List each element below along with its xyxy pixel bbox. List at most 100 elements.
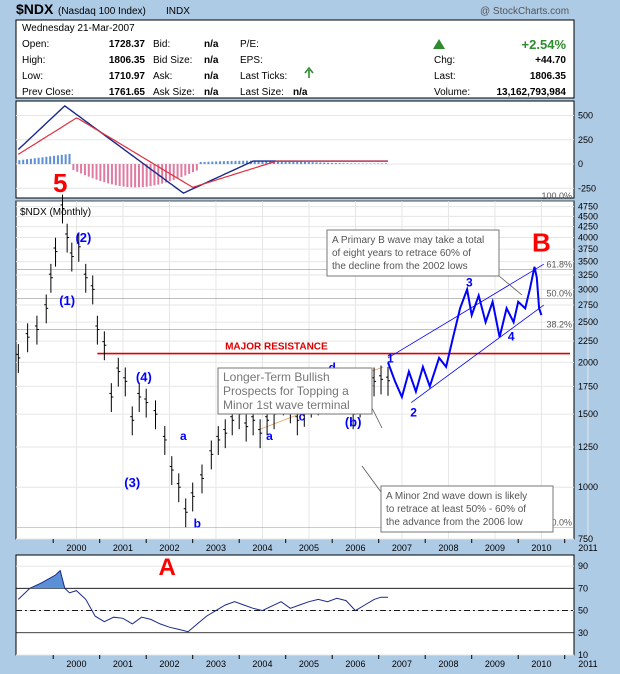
low-value: 1710.97 [109,71,146,82]
macd-ytick-label: 500 [578,111,593,121]
macd-histogram-bar [60,154,63,165]
fib-level-label: 61.8% [546,259,572,269]
xtick-label: 2004 [252,543,272,553]
macd-histogram-bar [354,163,357,165]
price-ytick-label: 2250 [578,336,598,346]
macd-histogram-bar [346,163,349,165]
macd-histogram-bar [76,164,79,172]
last-size-label: Last Size: [240,87,284,98]
macd-histogram-bar [107,164,110,184]
macd-histogram-bar [276,160,279,165]
annotation-text: Minor 1st wave terminal [223,398,350,412]
macd-histogram-bar [280,161,283,165]
macd-histogram-bar [153,164,156,186]
rsi-ytick-label: 10 [578,650,588,660]
macd-histogram-bar [87,164,90,177]
macd-histogram-bar [145,164,148,187]
price-ytick-label: 1000 [578,482,598,492]
wave-label: a [180,429,187,443]
macd-histogram-bar [149,164,152,187]
macd-histogram-bar [122,164,125,187]
annotation-box [217,367,373,415]
macd-histogram-bar [114,164,117,186]
price-ytick-label: 2750 [578,300,598,310]
price-ytick-label: 1500 [578,409,598,419]
prev-close-value: 1761.65 [109,87,146,98]
macd-histogram-bar [338,163,341,165]
macd-histogram-bar [238,160,241,165]
macd-histogram-bar [357,163,360,165]
xtick-label: 2004 [252,659,272,669]
macd-histogram-bar [45,156,48,165]
macd-histogram-bar [41,157,44,165]
ask-size-label: Ask Size: [153,87,195,98]
macd-histogram-bar [207,161,210,165]
chg-label: Chg: [434,55,455,66]
rsi-ytick-label: 70 [578,583,588,593]
macd-histogram-bar [192,164,195,173]
price-ytick-label: 3750 [578,244,598,254]
xtick-label: 2007 [392,659,412,669]
xtick-label: 2008 [438,659,458,669]
xtick-label: 2011 [578,659,597,669]
fib-level-label: 50.0% [546,289,572,299]
macd-histogram-bar [381,163,384,165]
wave-label: b [194,516,201,530]
exchange-label: INDX [166,6,190,17]
macd-histogram-bar [29,158,32,165]
macd-histogram-bar [327,162,330,165]
price-ytick-label: 3250 [578,270,598,280]
macd-histogram-bar [300,161,303,165]
macd-histogram-bar [26,159,29,165]
high-label: High: [22,55,45,66]
annotation-text: of eight years to retrace 60% of [332,248,471,259]
annotation-text: Prospects for Topping a [223,384,349,398]
macd-histogram-bar [315,162,318,165]
wave-label: B [532,228,551,258]
macd-histogram-bar [199,162,202,165]
price-ytick-label: 750 [578,534,593,544]
xtick-label: 2010 [531,543,551,553]
wave-label: 1 [387,351,394,365]
annotation-text: the decline from the 2002 lows [332,261,468,272]
channel-upper-line [387,263,544,359]
bid-value: n/a [204,39,219,50]
macd-histogram-bar [33,158,36,165]
channel-lower-line [411,304,545,403]
xtick-label: 2011 [578,543,597,553]
macd-histogram-bar [288,161,291,165]
eps-label: EPS: [240,55,263,66]
macd-histogram-bar [184,164,187,176]
price-chart-title: $NDX (Monthly) [20,207,91,218]
macd-histogram-bar [211,161,214,165]
last-size-value: n/a [293,87,308,98]
annotation-leader [361,465,382,493]
macd-histogram-bar [203,161,206,165]
annotation-leader [498,275,523,296]
wave-label: (1) [59,293,75,308]
annotation-leader [371,407,383,429]
macd-histogram-bar [126,164,129,187]
wave-label: (2) [75,230,91,245]
macd-histogram-bar [296,161,299,165]
macd-histogram-bar [188,164,191,174]
bid-size-value: n/a [204,55,219,66]
price-ytick-label: 4250 [578,222,598,232]
rsi-overbought-fill [18,570,70,589]
fib-level-label: 38.2% [546,320,572,330]
xtick-label: 2008 [438,543,458,553]
high-value: 1806.35 [109,55,146,66]
credit-text: @ StockCharts.com [480,6,569,17]
macd-histogram-bar [242,160,245,165]
volume-label: Volume: [434,87,470,98]
fib-level-label: 0.0% [551,517,572,527]
xtick-label: 2000 [66,543,86,553]
macd-histogram-bar [377,163,380,165]
xtick-label: 2006 [345,543,365,553]
macd-histogram-bar [164,164,167,183]
ask-size-value: n/a [204,87,219,98]
bid-label: Bid: [153,39,170,50]
macd-histogram-bar [68,153,71,165]
macd-histogram-bar [350,163,353,165]
pct-change: +2.54% [522,37,567,52]
